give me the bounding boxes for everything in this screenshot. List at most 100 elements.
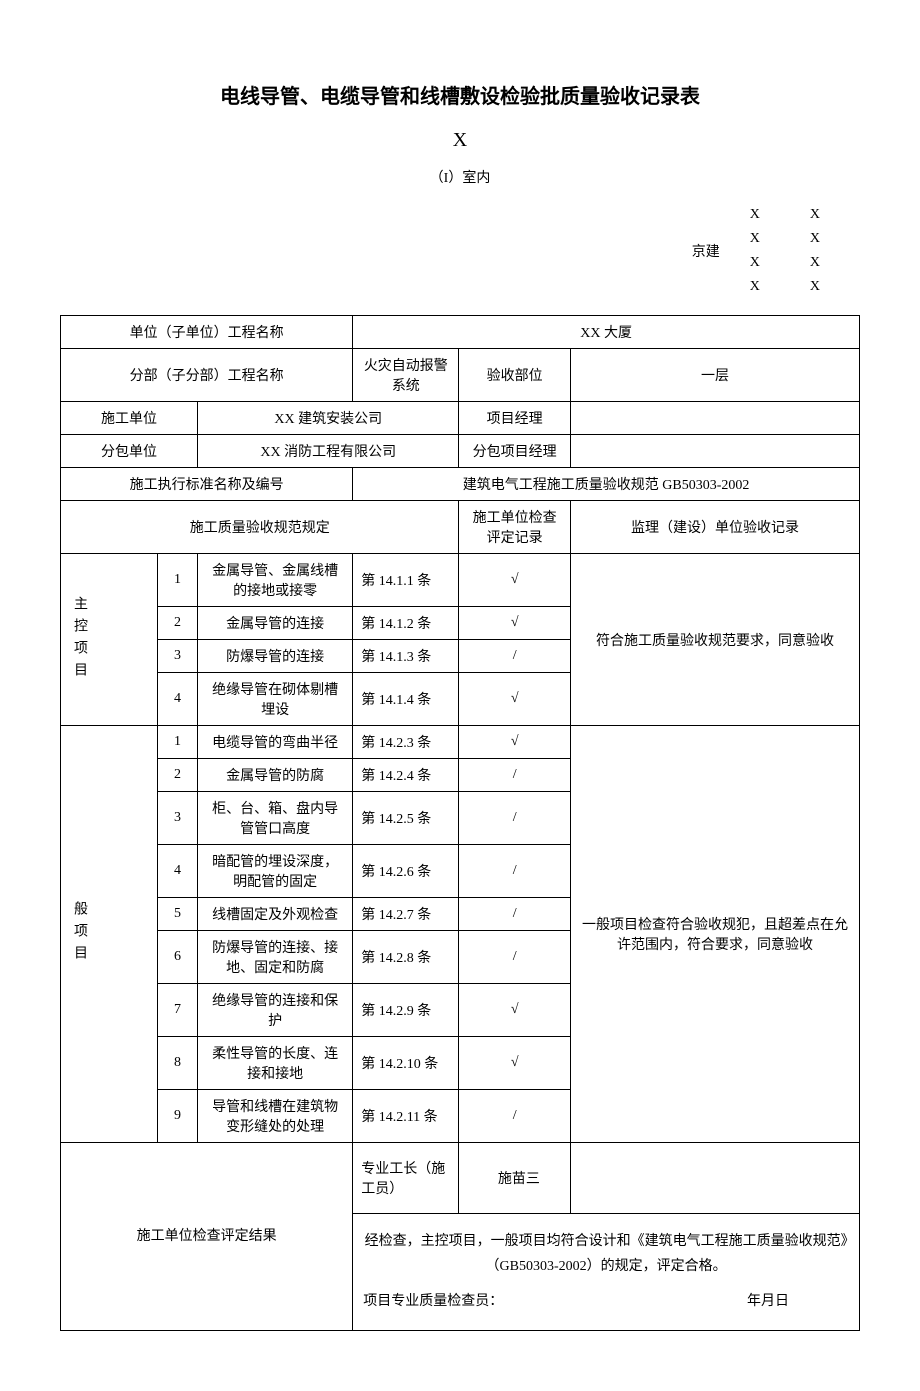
row-result: √ — [459, 1037, 570, 1090]
row-result: √ — [459, 984, 570, 1037]
row-clause: 第 14.1.3 条 — [353, 640, 459, 673]
row-clause: 第 14.2.5 条 — [353, 792, 459, 845]
foreman-row: 施工单位检查评定结果 专业工长（施工员） 施苗三 — [61, 1143, 860, 1214]
row-num: 3 — [158, 640, 198, 673]
main-control-conclusion: 符合施工质量验收规范要求，同意验收 — [570, 554, 859, 726]
standard-label: 施工执行标准名称及编号 — [61, 468, 353, 501]
row-item: 导管和线槽在建筑物变形缝处的处理 — [198, 1090, 353, 1143]
row-clause: 第 14.2.4 条 — [353, 759, 459, 792]
row-num: 2 — [158, 759, 198, 792]
foreman-label: 专业工长（施工员） — [353, 1143, 459, 1214]
date-label: 年月日 — [747, 1289, 789, 1314]
x-cell: X — [750, 231, 760, 247]
row-result: / — [459, 1090, 570, 1143]
document-title: 电线导管、电缆导管和线槽敷设检验批质量验收记录表 — [60, 80, 860, 109]
contractor-check-header: 施工单位检查评定记录 — [459, 501, 570, 554]
general-label: 般项目 — [61, 726, 158, 1143]
general-conclusion: 一般项目检查符合验收规犯，且超差点在允许范围内，符合要求，同意验收 — [570, 726, 859, 1143]
row-item: 金属导管的防腐 — [198, 759, 353, 792]
row-item: 柜、台、箱、盘内导管管口高度 — [198, 792, 353, 845]
x-cell: X — [810, 279, 820, 295]
row-item: 金属导管的连接 — [198, 607, 353, 640]
main-control-label: 主控项目 — [61, 554, 158, 726]
foreman-blank — [570, 1143, 859, 1214]
row-clause: 第 14.2.8 条 — [353, 931, 459, 984]
row-item: 防爆导管的连接 — [198, 640, 353, 673]
row-result: / — [459, 931, 570, 984]
row-num: 9 — [158, 1090, 198, 1143]
row-result: √ — [459, 554, 570, 607]
header-row-4: 分包单位 XX 消防工程有限公司 分包项目经理 — [61, 435, 860, 468]
supervisor-check-header: 监理（建设）单位验收记录 — [570, 501, 859, 554]
x-grid: X X X X X X X X — [750, 207, 820, 295]
sub-pm-label: 分包项目经理 — [459, 435, 570, 468]
row-clause: 第 14.2.3 条 — [353, 726, 459, 759]
standard-value: 建筑电气工程施工质量验收规范 GB50303-2002 — [353, 468, 860, 501]
row-result: √ — [459, 673, 570, 726]
top-right-block: 京建 X X X X X X X X — [60, 207, 860, 295]
result-text: 经检查，主控项目，一般项目均符合设计和《建筑电气工程施工质量验收规范》（GB50… — [363, 1229, 849, 1279]
unit-project-label: 单位（子单位）工程名称 — [61, 316, 353, 349]
spec-column-header: 施工质量验收规范规定 — [61, 501, 459, 554]
general-row-1: 般项目 1 电缆导管的弯曲半径 第 14.2.3 条 √ 一般项目检查符合验收规… — [61, 726, 860, 759]
row-clause: 第 14.1.2 条 — [353, 607, 459, 640]
inspector-label: 项目专业质量检查员： — [363, 1289, 503, 1314]
row-num: 4 — [158, 673, 198, 726]
row-item: 防爆导管的连接、接地、固定和防腐 — [198, 931, 353, 984]
row-item: 电缆导管的弯曲半径 — [198, 726, 353, 759]
accept-dept-value: 一层 — [570, 349, 859, 402]
row-num: 7 — [158, 984, 198, 1037]
row-item: 金属导管、金属线槽的接地或接零 — [198, 554, 353, 607]
subcontract-value: XX 消防工程有限公司 — [198, 435, 459, 468]
project-manager-value — [570, 402, 859, 435]
subcontract-label: 分包单位 — [61, 435, 198, 468]
row-num: 3 — [158, 792, 198, 845]
column-header-row: 施工质量验收规范规定 施工单位检查评定记录 监理（建设）单位验收记录 — [61, 501, 860, 554]
row-clause: 第 14.1.4 条 — [353, 673, 459, 726]
row-clause: 第 14.2.9 条 — [353, 984, 459, 1037]
x-cell: X — [750, 255, 760, 271]
row-clause: 第 14.2.11 条 — [353, 1090, 459, 1143]
row-num: 1 — [158, 726, 198, 759]
jing-jian-label: 京建 — [692, 241, 720, 261]
row-num: 1 — [158, 554, 198, 607]
x-cell: X — [810, 255, 820, 271]
row-num: 4 — [158, 845, 198, 898]
header-row-3: 施工单位 XX 建筑安装公司 项目经理 — [61, 402, 860, 435]
result-label: 施工单位检查评定结果 — [61, 1143, 353, 1331]
row-clause: 第 14.2.7 条 — [353, 898, 459, 931]
header-row-1: 单位（子单位）工程名称 XX 大厦 — [61, 316, 860, 349]
project-manager-label: 项目经理 — [459, 402, 570, 435]
row-result: / — [459, 640, 570, 673]
row-num: 8 — [158, 1037, 198, 1090]
row-clause: 第 14.2.6 条 — [353, 845, 459, 898]
unit-project-value: XX 大厦 — [353, 316, 860, 349]
row-item: 绝缘导管的连接和保护 — [198, 984, 353, 1037]
row-item: 线槽固定及外观检查 — [198, 898, 353, 931]
row-result: √ — [459, 726, 570, 759]
row-num: 5 — [158, 898, 198, 931]
row-num: 2 — [158, 607, 198, 640]
x-cell: X — [810, 231, 820, 247]
row-item: 绝缘导管在砌体剔槽埋设 — [198, 673, 353, 726]
subtitle-note: （I）室内 — [60, 167, 860, 187]
row-clause: 第 14.2.10 条 — [353, 1037, 459, 1090]
construct-unit-label: 施工单位 — [61, 402, 198, 435]
row-result: / — [459, 898, 570, 931]
foreman-name: 施苗三 — [459, 1143, 570, 1214]
row-result: / — [459, 792, 570, 845]
subtitle-x: X — [60, 129, 860, 152]
sub-pm-value — [570, 435, 859, 468]
result-text-cell: 经检查，主控项目，一般项目均符合设计和《建筑电气工程施工质量验收规范》（GB50… — [353, 1214, 860, 1331]
sub-project-value: 火灾自动报警系统 — [353, 349, 459, 402]
row-result: √ — [459, 607, 570, 640]
row-item: 暗配管的埋设深度，明配管的固定 — [198, 845, 353, 898]
x-cell: X — [750, 279, 760, 295]
x-cell: X — [750, 207, 760, 223]
sub-project-label: 分部（子分部）工程名称 — [61, 349, 353, 402]
row-result: / — [459, 759, 570, 792]
row-item: 柔性导管的长度、连接和接地 — [198, 1037, 353, 1090]
row-result: / — [459, 845, 570, 898]
accept-dept-label: 验收部位 — [459, 349, 570, 402]
main-control-row-1: 主控项目 1 金属导管、金属线槽的接地或接零 第 14.1.1 条 √ 符合施工… — [61, 554, 860, 607]
